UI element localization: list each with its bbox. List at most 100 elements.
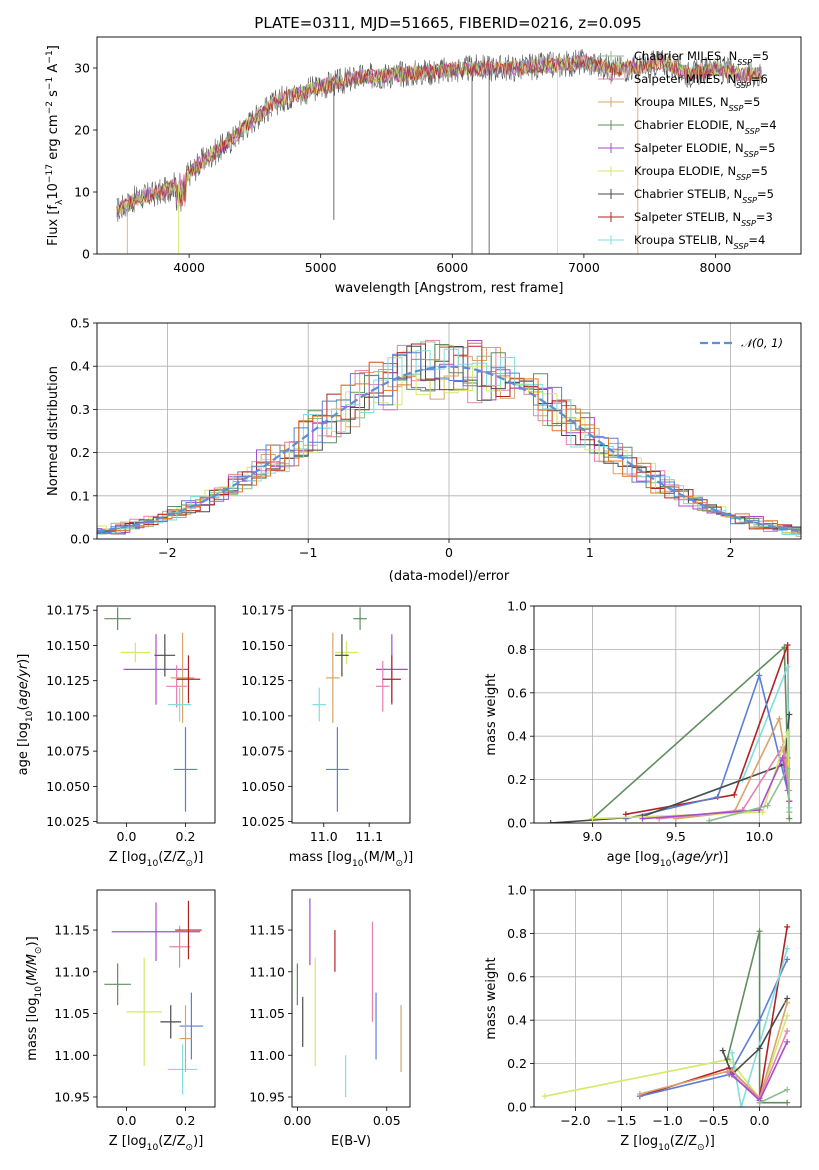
x-axis-label: Z [log10(Z/Z⊙)]	[109, 1134, 204, 1153]
label-part: −1	[45, 77, 55, 90]
y-tick-label: 11.10	[249, 964, 285, 979]
y-tick-label: 10.075	[241, 744, 285, 759]
label-part: SSP	[734, 242, 749, 251]
y-axis-label: Flux [fλ10−17 erg cm−2 s−1 A−1]	[45, 45, 65, 246]
label-part: 10	[46, 183, 61, 200]
y-tick-label: 1.0	[507, 599, 527, 614]
label-part: ⊙	[186, 1143, 194, 1153]
label-part: age [log	[16, 722, 31, 775]
label-part: 10	[147, 859, 159, 869]
y-tick-label: 0.2	[507, 1056, 527, 1071]
x-tick-label: −0.5	[698, 1113, 728, 1128]
label-part: SSP	[736, 81, 751, 90]
axes-age_vs_mass: 11.0 11.1 10.025 10.050 10.075 10.100 10.125 10…	[241, 603, 413, 869]
label-part: SSP	[745, 127, 760, 136]
axes-frame	[291, 605, 411, 824]
y-tick-label: 20	[74, 123, 90, 138]
x-axis-label: mass [log10(M/M⊙)]	[289, 850, 413, 869]
x-tick-label: 0.0	[117, 1113, 137, 1128]
weight-line-ch_stelib	[550, 714, 791, 823]
weight-line-ch_elodie	[726, 931, 788, 1104]
label-part: =4	[748, 233, 765, 247]
label-part: =5	[757, 187, 774, 201]
label-part: ]	[46, 45, 61, 50]
label-part: (	[25, 981, 40, 986]
label-part: (M/M	[364, 850, 396, 865]
x-tick-label: −1.0	[652, 1113, 682, 1128]
legend-entry: Kroupa STELIB, NSSP=4	[634, 233, 765, 251]
plot-area	[312, 607, 408, 812]
plot-area	[296, 898, 402, 1097]
y-tick-label: 11.00	[249, 1048, 285, 1063]
x-axis-label: age [log10(age/yr)]	[607, 850, 729, 869]
y-tick-label: 0.6	[507, 969, 527, 984]
label-part: Salpeter MILES, N	[634, 72, 736, 86]
weight-line-ch_miles	[759, 1088, 788, 1104]
plot-area	[104, 607, 201, 812]
x-tick-label: 10.0	[745, 829, 773, 844]
label-part: age/yr	[16, 662, 31, 705]
axes-frame	[96, 322, 802, 540]
label-part: 10	[352, 859, 364, 869]
label-part: Salpeter STELIB, N	[634, 210, 741, 224]
x-tick-label: 0.2	[176, 1113, 196, 1128]
y-tick-label: 0.0	[507, 1100, 527, 1115]
y-tick-label: 0.4	[70, 359, 90, 374]
legend-entry: 𝒩(0, 1)	[741, 336, 783, 350]
axes-frame	[96, 36, 802, 255]
x-tick-label: −2	[158, 545, 176, 560]
label-part: )]	[193, 1134, 203, 1149]
label-part: Salpeter ELODIE, N	[634, 141, 744, 155]
plot-area	[116, 48, 762, 254]
y-tick-label: 0.5	[70, 316, 90, 331]
label-part: age [log	[607, 850, 660, 865]
label-part: SSP	[741, 219, 756, 228]
label-part: 10	[25, 710, 35, 722]
y-tick-label: 1.0	[507, 883, 527, 898]
weight-line-extra_blue	[639, 959, 788, 1097]
plot-area	[104, 900, 204, 1095]
y-tick-label: 0.1	[70, 488, 90, 503]
x-axis-label: E(B-V)	[331, 1134, 371, 1149]
y-axis-label: mass weight	[484, 957, 499, 1039]
label-part: M/M	[25, 954, 40, 981]
weight-line-sa_miles	[659, 744, 791, 820]
x-tick-label: 0.00	[283, 1113, 311, 1128]
label-part: −1	[45, 50, 55, 63]
plot-area	[97, 339, 801, 537]
x-tick-label: 1	[586, 545, 594, 560]
y-tick-label: 10.050	[46, 779, 90, 794]
x-tick-label: −1	[299, 545, 317, 560]
label-part: ⊙	[186, 859, 194, 869]
weight-line-ch_stelib	[721, 998, 788, 1076]
y-tick-label: 10.125	[46, 673, 90, 688]
weight-line-kr_elodie	[592, 731, 791, 820]
legend-entry: Salpeter MILES, NSSP=6	[634, 72, 768, 90]
x-tick-label: 9.5	[666, 829, 686, 844]
label-part: )]	[403, 850, 413, 865]
label-part: 10	[34, 986, 44, 998]
label-part: Z [log	[109, 1134, 147, 1149]
y-tick-label: 11.05	[54, 1006, 90, 1021]
axes-weight_vs_age: 9.0 9.5 10.0 0.0 0.2 0.4 0.6 0.8 1.0 age [log10(a…	[484, 599, 802, 869]
y-tick-label: 0.6	[507, 685, 527, 700]
y-tick-label: 0.2	[70, 445, 90, 460]
y-tick-label: 0.0	[70, 532, 90, 547]
label-part: )]	[705, 1134, 715, 1149]
label-part: mass [log	[289, 850, 352, 865]
label-part: ⊙	[395, 859, 403, 869]
plot-area	[547, 642, 793, 823]
x-tick-label: 11.1	[355, 829, 383, 844]
x-tick-label: 0.2	[176, 829, 196, 844]
label-part: erg cm	[46, 114, 61, 163]
axes-frame	[533, 889, 802, 1108]
label-part: (Z/Z	[670, 1134, 697, 1149]
y-tick-label: 10.100	[241, 708, 285, 723]
x-tick-label: 4000	[173, 260, 205, 275]
label-part: SSP	[729, 104, 744, 113]
spectrum-line-sa_stelib	[116, 54, 762, 215]
y-tick-label: 11.05	[249, 1006, 285, 1021]
histogram-sa_stelib	[97, 343, 801, 535]
label-part: Z [log	[109, 850, 147, 865]
